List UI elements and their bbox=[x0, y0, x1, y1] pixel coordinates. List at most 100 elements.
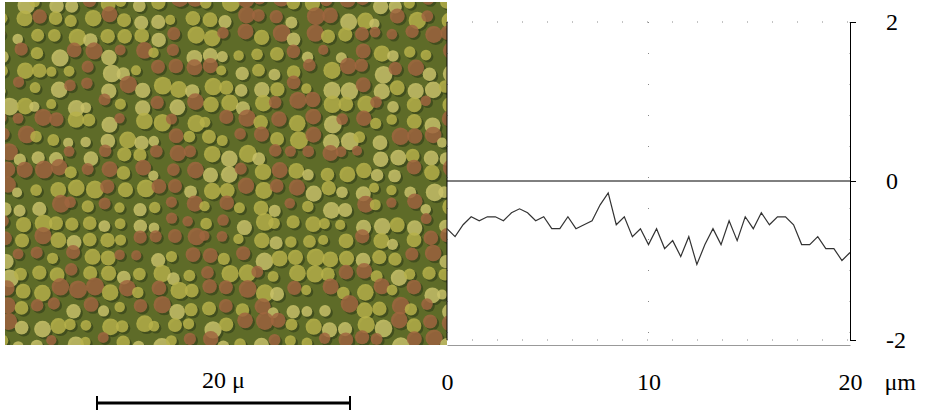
texture-blob bbox=[201, 266, 214, 279]
texture-blob bbox=[133, 203, 146, 216]
texture-blob bbox=[203, 12, 218, 27]
texture-blob bbox=[116, 320, 128, 332]
texture-blob bbox=[98, 305, 109, 316]
texture-blob bbox=[437, 138, 447, 148]
texture-blob bbox=[187, 162, 204, 179]
texture-blob bbox=[135, 160, 151, 176]
texture-blob bbox=[252, 9, 265, 22]
texture-blob bbox=[407, 193, 422, 208]
texture-shadow bbox=[5, 31, 7, 41]
texture-blob bbox=[233, 50, 244, 61]
texture-blob bbox=[83, 2, 97, 7]
texture-blob bbox=[270, 47, 284, 61]
texture-blob bbox=[270, 179, 284, 193]
texture-blob bbox=[355, 27, 369, 41]
texture-blob bbox=[336, 186, 348, 198]
plot-frame bbox=[447, 22, 448, 340]
texture-blob bbox=[254, 233, 269, 248]
texture-blob bbox=[5, 202, 12, 216]
texture-blob bbox=[65, 166, 77, 178]
texture-blob bbox=[421, 298, 433, 310]
texture-blob bbox=[355, 58, 368, 71]
texture-blob bbox=[355, 330, 369, 344]
texture-blob bbox=[301, 285, 311, 295]
texture-blob bbox=[388, 169, 401, 182]
texture-blob bbox=[442, 96, 447, 113]
texture-blob bbox=[289, 115, 306, 132]
texture-blob bbox=[221, 265, 238, 282]
texture-blob bbox=[407, 232, 422, 247]
texture-blob bbox=[438, 268, 447, 280]
texture-blob bbox=[98, 332, 109, 343]
texture-blob bbox=[83, 233, 97, 247]
x-tick: 10 bbox=[637, 345, 661, 395]
texture-blob bbox=[255, 182, 272, 199]
texture-blob bbox=[388, 253, 401, 266]
texture-blob bbox=[133, 2, 146, 12]
texture-blob bbox=[117, 166, 131, 180]
texture-blob bbox=[237, 23, 253, 39]
texture-blob bbox=[335, 220, 345, 230]
x-tick: 20 bbox=[839, 345, 863, 395]
texture-blob bbox=[84, 297, 99, 312]
texture-blob bbox=[338, 97, 353, 112]
texture-blob bbox=[305, 216, 321, 232]
texture-blob bbox=[357, 284, 374, 301]
texture-blob bbox=[356, 163, 372, 179]
texture-blob bbox=[5, 112, 7, 123]
texture-blob bbox=[217, 135, 228, 146]
x-grid-line bbox=[447, 22, 448, 340]
grid bbox=[447, 22, 850, 340]
texture-blob bbox=[169, 99, 185, 115]
texture-blob bbox=[423, 68, 437, 82]
texture-blob bbox=[321, 168, 335, 182]
texture-blob bbox=[203, 58, 218, 73]
texture-blob bbox=[234, 338, 246, 345]
y-tick-label: 0 bbox=[886, 168, 898, 194]
texture-blob bbox=[16, 284, 31, 299]
texture-blob bbox=[13, 341, 24, 345]
texture-blob bbox=[369, 183, 379, 193]
texture-blob bbox=[168, 318, 182, 332]
texture-blob bbox=[404, 46, 415, 57]
texture-blob bbox=[64, 66, 75, 77]
texture-blob bbox=[168, 229, 182, 243]
texture-blob bbox=[48, 297, 60, 309]
texture-blob bbox=[151, 60, 165, 74]
texture-blob bbox=[31, 299, 44, 312]
texture-blob bbox=[48, 29, 61, 42]
plot-area bbox=[447, 193, 850, 265]
texture-blob bbox=[287, 75, 301, 89]
texture-blob bbox=[32, 63, 46, 77]
profile-line bbox=[447, 193, 850, 265]
texture-blob bbox=[340, 58, 357, 75]
texture-blob bbox=[101, 250, 116, 265]
texture-blob bbox=[305, 92, 320, 107]
texture-blob bbox=[425, 245, 442, 262]
texture-blob bbox=[405, 25, 418, 38]
texture-blob bbox=[69, 280, 87, 298]
texture-blob bbox=[219, 280, 233, 294]
texture-blob bbox=[319, 305, 331, 317]
texture-blob bbox=[34, 285, 51, 302]
texture-blob bbox=[149, 202, 160, 213]
texture-blob bbox=[187, 93, 204, 110]
texture-blob bbox=[148, 47, 158, 57]
texture-blob bbox=[222, 2, 240, 12]
texture-blob bbox=[341, 295, 359, 313]
texture-blob bbox=[85, 10, 102, 27]
texture-blob bbox=[272, 250, 288, 266]
texture-blob bbox=[134, 136, 148, 150]
texture-blob bbox=[184, 333, 196, 345]
texture-blob bbox=[15, 301, 29, 315]
texture-blob bbox=[82, 61, 94, 73]
texture-blob bbox=[422, 267, 435, 280]
texture-blob bbox=[390, 217, 405, 232]
texture-blob bbox=[320, 2, 333, 6]
texture-blob bbox=[270, 132, 284, 146]
texture-blob bbox=[216, 65, 226, 75]
texture-blob bbox=[423, 314, 437, 328]
texture-blob bbox=[119, 131, 136, 148]
texture-blob bbox=[440, 228, 447, 242]
texture-blob bbox=[217, 340, 229, 345]
